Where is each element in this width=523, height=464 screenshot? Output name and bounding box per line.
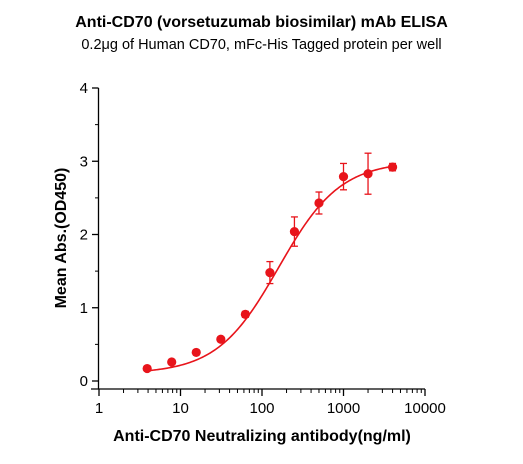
data-point: [387, 162, 398, 172]
data-point: [240, 309, 250, 319]
data-point: [167, 357, 177, 367]
x-axis-label: Anti-CD70 Neutralizing antibody(ng/ml): [113, 428, 411, 445]
x-tick-label: 1000: [327, 400, 360, 417]
data-point: [363, 169, 373, 179]
data-points-layer: [142, 152, 398, 374]
y-axis-label: Mean Abs.(OD450): [53, 168, 70, 309]
y-tick-label: 0: [80, 373, 88, 390]
data-point: [265, 267, 275, 278]
chart-title: Anti-CD70 (vorsetuzumab biosimilar) mAb …: [75, 14, 448, 31]
data-point: [314, 198, 324, 208]
y-tick-label: 4: [80, 80, 88, 97]
y-tick-label: 3: [80, 153, 88, 170]
data-point: [338, 172, 349, 182]
x-tick-label: 10: [172, 400, 189, 417]
data-point: [289, 226, 300, 237]
y-tick-label: 1: [80, 300, 88, 317]
data-point: [142, 363, 152, 374]
y-tick-label: 2: [80, 227, 88, 244]
chart-subtitle: 0.2μg of Human CD70, mFc-His Tagged prot…: [81, 37, 442, 53]
x-tick-label: 10000: [404, 400, 446, 417]
data-point: [191, 347, 201, 358]
x-tick-label: 100: [249, 400, 274, 417]
x-tick-label: 1: [95, 400, 103, 417]
data-point: [216, 334, 226, 344]
